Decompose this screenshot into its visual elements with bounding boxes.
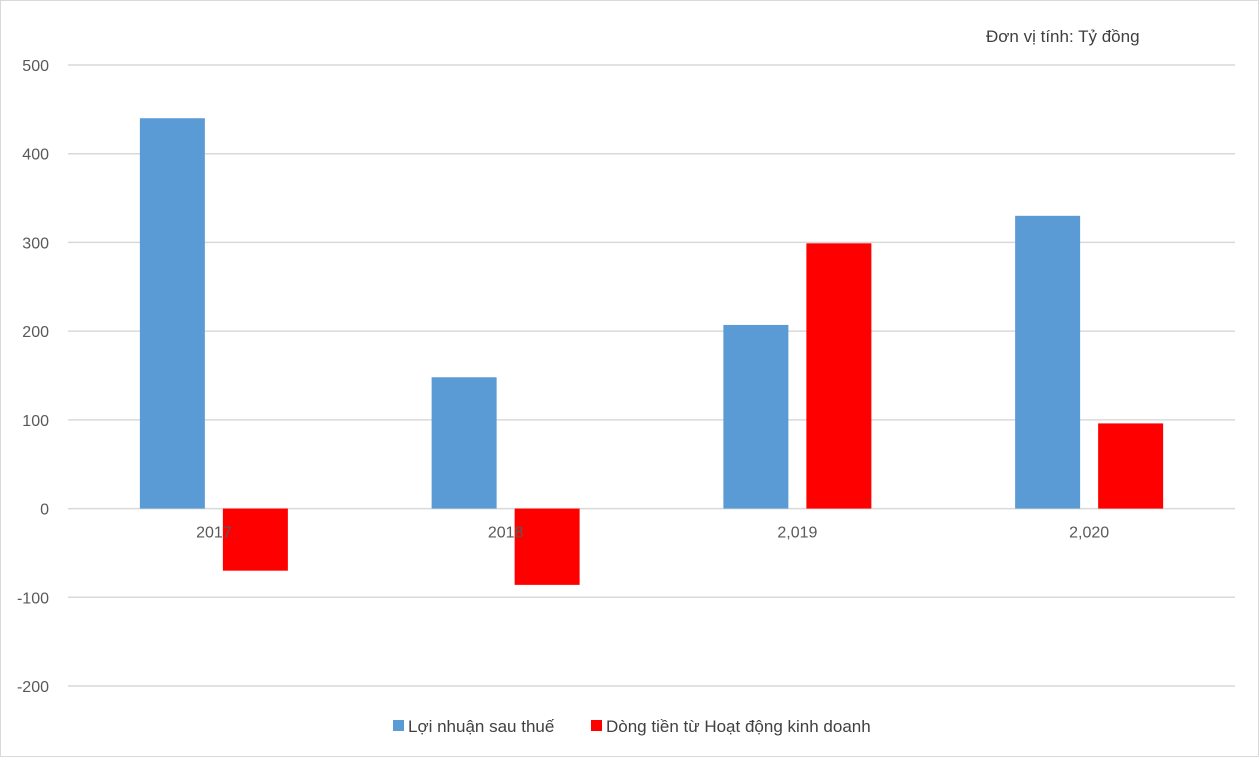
x-tick-label: 2,020 xyxy=(1069,525,1109,542)
bar-cashflow xyxy=(222,508,288,571)
legend-label: Dòng tiền từ Hoạt động kinh doanh xyxy=(606,717,871,736)
y-tick-label: 0 xyxy=(40,502,49,519)
y-tick-label: -200 xyxy=(17,679,49,696)
y-tick-label: 300 xyxy=(22,235,49,252)
y-tick-label: 100 xyxy=(22,413,49,430)
bar-cashflow xyxy=(1098,423,1164,509)
bars xyxy=(139,118,1164,585)
bar-profit xyxy=(723,324,789,509)
y-tick-label: 400 xyxy=(22,147,49,164)
x-tick-label: 2,019 xyxy=(777,525,817,542)
unit-note: Đơn vị tính: Tỷ đồng xyxy=(986,27,1140,46)
legend: Lợi nhuận sau thuế Dòng tiền từ Hoạt động… xyxy=(393,717,871,736)
x-tick-label: 2017 xyxy=(196,525,232,542)
bar-profit xyxy=(431,377,497,509)
bar-cashflow xyxy=(806,243,872,509)
bar-profit xyxy=(1015,215,1081,509)
legend-swatch xyxy=(591,720,602,731)
y-tick-label: 200 xyxy=(22,324,49,341)
legend-swatch xyxy=(393,720,404,731)
legend-label: Lợi nhuận sau thuế xyxy=(408,717,555,736)
y-tick-label: 500 xyxy=(22,58,49,75)
bar-cashflow xyxy=(514,508,580,585)
x-axis-tick-labels: 2017 2018 2,019 2,020 xyxy=(196,525,1109,542)
bar-profit xyxy=(139,118,205,509)
x-tick-label: 2018 xyxy=(488,525,524,542)
y-tick-label: -100 xyxy=(17,590,49,607)
y-axis-tick-labels: 500 400 300 200 100 0 -100 -200 xyxy=(17,58,49,696)
